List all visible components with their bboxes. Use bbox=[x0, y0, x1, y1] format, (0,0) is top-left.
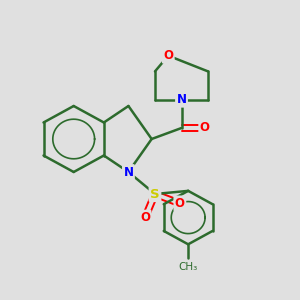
Text: O: O bbox=[175, 197, 185, 210]
Text: O: O bbox=[200, 122, 210, 134]
Text: N: N bbox=[176, 93, 187, 106]
Text: N: N bbox=[123, 166, 134, 178]
Text: O: O bbox=[140, 211, 150, 224]
Text: S: S bbox=[150, 188, 160, 200]
Text: O: O bbox=[163, 49, 173, 62]
Text: CH₃: CH₃ bbox=[178, 262, 198, 272]
